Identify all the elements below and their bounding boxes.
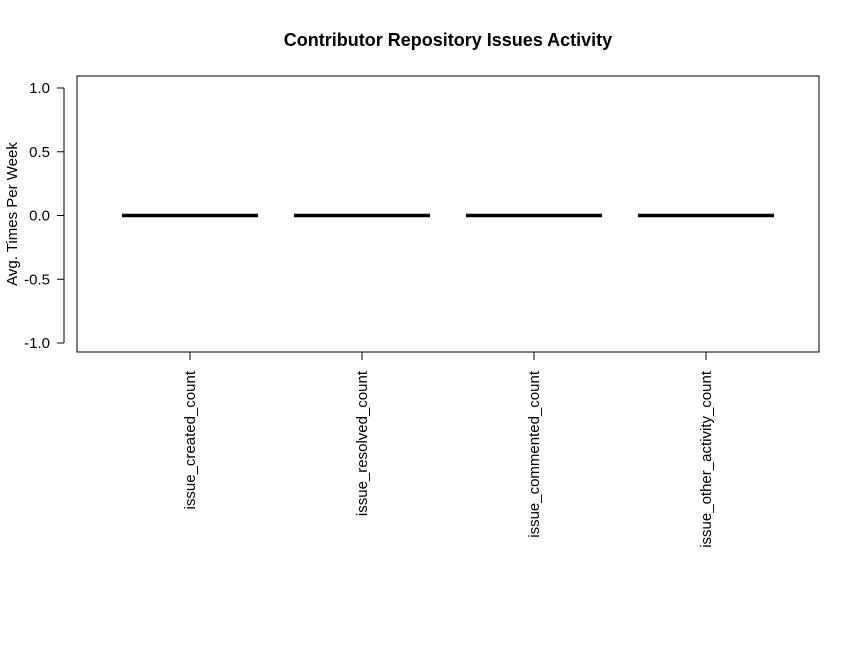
y-axis: -1.0 -0.5 0.0 0.5 1.0 [24,80,65,352]
x-axis: issue_created_count issue_resolved_count i… [182,352,715,548]
y-tick-label: 1.0 [29,80,50,97]
x-tick-label: issue_commented_count [526,370,543,538]
y-tick-label: 0.5 [29,144,50,161]
plot-frame [76,75,820,353]
y-tick-label: -1.0 [24,335,50,352]
y-axis-label: Avg. Times Per Week [4,142,21,286]
x-tick-label: issue_other_activity_count [698,370,715,548]
chart-title: Contributor Repository Issues Activity [284,30,612,50]
y-tick-label: 0.0 [29,208,50,225]
x-tick-label: issue_resolved_count [354,370,371,516]
y-tick-label: -0.5 [24,271,50,288]
x-tick-label: issue_created_count [182,370,199,509]
